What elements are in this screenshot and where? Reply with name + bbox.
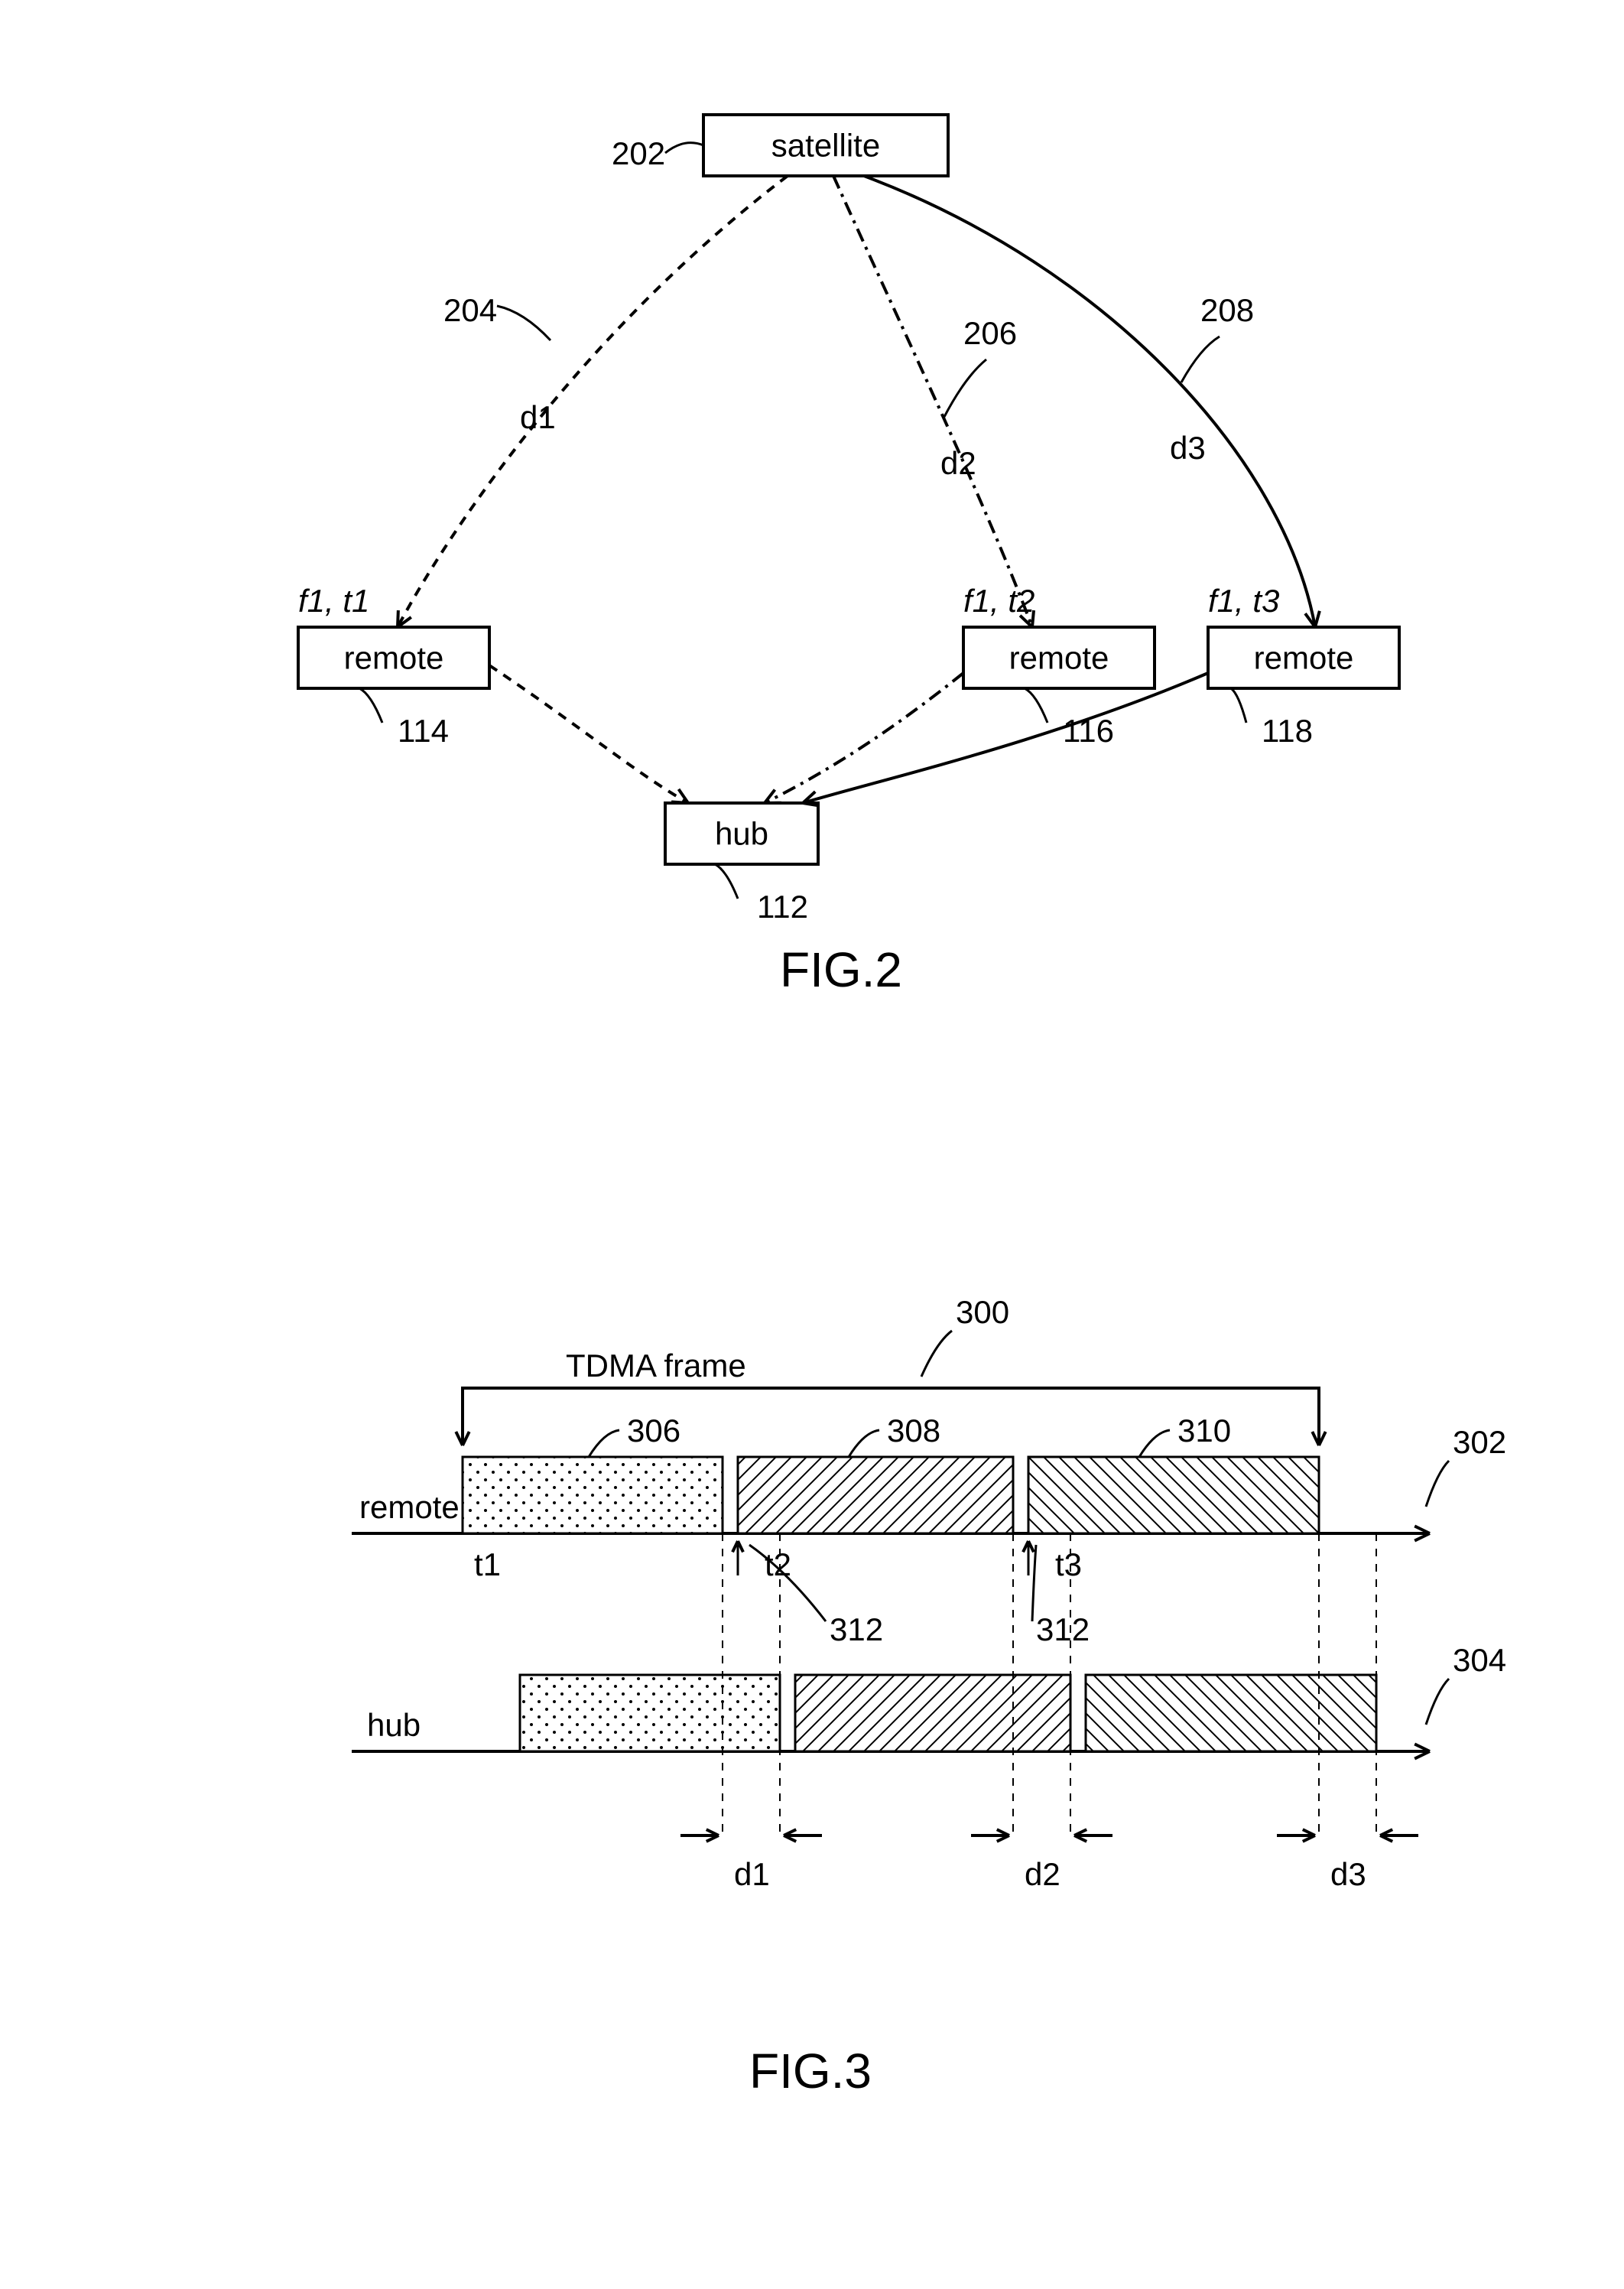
remote-id-leader-118 [1231, 688, 1246, 723]
slot-t-t1: t1 [474, 1546, 501, 1582]
slot-id-310: 310 [1177, 1413, 1231, 1449]
d-label-d1: d1 [520, 399, 556, 435]
remote-box-116-label: remote [1009, 640, 1109, 676]
hub-axis-id: 304 [1453, 1642, 1506, 1678]
link-id-leader-204 [497, 306, 551, 340]
remote-ft-118: f1, t3 [1208, 583, 1279, 619]
d-label-d2: d2 [1025, 1856, 1060, 1892]
guard-312-label-1: 312 [1036, 1611, 1090, 1647]
arrowhead [765, 790, 781, 803]
remote-ft-116: f1, t2 [963, 583, 1034, 619]
d-label-d3: d3 [1330, 1856, 1366, 1892]
remote-ft-114: f1, t1 [298, 583, 369, 619]
remote-id-leader-114 [359, 688, 382, 723]
link-206-tohub [765, 673, 963, 803]
tdma-frame-id: 300 [956, 1294, 1009, 1330]
d-label-d1: d1 [734, 1856, 770, 1892]
link-204-down [398, 176, 788, 627]
satellite-id-leader [665, 143, 703, 153]
satellite-id: 202 [612, 135, 665, 171]
slot-id-leader-310 [1139, 1430, 1170, 1457]
remote-id-114: 114 [398, 713, 449, 749]
d-label-d2: d2 [940, 445, 976, 481]
slot-id-leader-308 [849, 1430, 879, 1457]
hub-axis-id-leader [1426, 1679, 1449, 1725]
slot-id-306: 306 [627, 1413, 680, 1449]
guard-312-label-0: 312 [830, 1611, 883, 1647]
tdma-frame-id-leader [921, 1331, 952, 1377]
slot-id-308: 308 [887, 1413, 940, 1449]
remote-box-114-label: remote [344, 640, 444, 676]
remote-box-118-label: remote [1254, 640, 1354, 676]
tdma-frame-label: TDMA frame [566, 1348, 746, 1383]
slot-id-leader-306 [589, 1430, 619, 1457]
fig2-title: FIG.2 [780, 942, 902, 997]
hub-id-leader [715, 864, 738, 899]
link-id-208: 208 [1200, 292, 1254, 328]
d-label-d3: d3 [1170, 430, 1206, 466]
fig3-title: FIG.3 [749, 2044, 872, 2099]
satellite-box-label: satellite [771, 128, 880, 164]
link-id-leader-206 [944, 359, 986, 417]
link-208-tohub [803, 673, 1208, 803]
link-id-206: 206 [963, 315, 1017, 351]
remote-slot-306 [463, 1457, 723, 1533]
hub-slot-310 [1086, 1675, 1376, 1751]
arrowhead [398, 610, 411, 627]
link-id-204: 204 [443, 292, 497, 328]
remote-slot-308 [738, 1457, 1013, 1533]
hub-box-label: hub [715, 816, 768, 852]
link-208-down [864, 176, 1315, 627]
remote-id-leader-116 [1025, 688, 1047, 723]
remote-id-118: 118 [1262, 713, 1313, 749]
hub-axis-label: hub [367, 1707, 421, 1743]
remote-axis-id: 302 [1453, 1424, 1506, 1460]
hub-slot-306 [520, 1675, 780, 1751]
remote-axis-id-leader [1426, 1461, 1449, 1507]
remote-id-116: 116 [1063, 713, 1114, 749]
remote-axis-label: remote [359, 1489, 460, 1525]
remote-slot-310 [1028, 1457, 1319, 1533]
link-id-leader-208 [1181, 337, 1220, 382]
hub-id: 112 [757, 889, 808, 925]
slot-t-t3: t3 [1055, 1546, 1082, 1582]
hub-slot-308 [795, 1675, 1070, 1751]
link-204-tohub [489, 665, 688, 803]
guard-312-leader-1 [1032, 1545, 1036, 1621]
